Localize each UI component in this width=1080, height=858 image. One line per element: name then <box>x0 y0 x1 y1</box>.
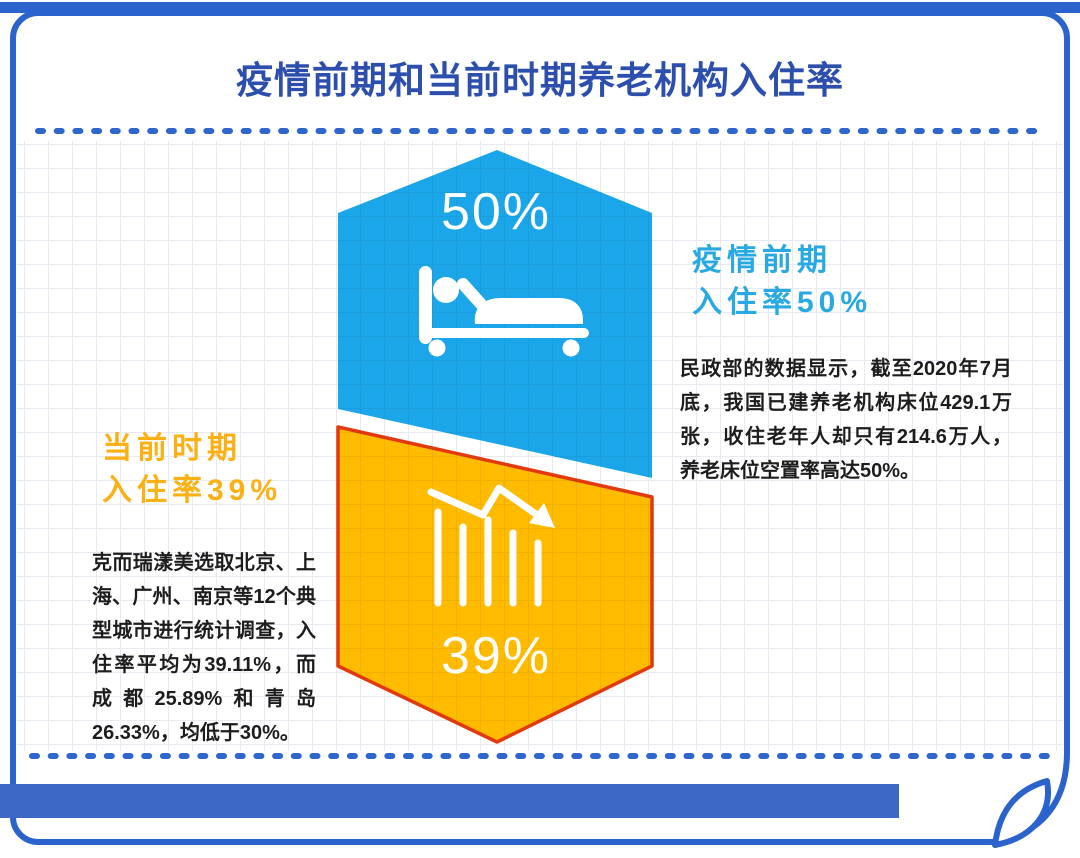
current-period-hexagon <box>336 425 654 744</box>
body-line: 民政部的数据显示，截至2020年7月 <box>680 358 1012 380</box>
current-period-value: 39% <box>440 627 552 685</box>
body-line: 克而瑞漾美选取北京、上 <box>92 552 316 574</box>
pre-pandemic-heading-line2: 入住率50% <box>692 286 873 319</box>
pre-pandemic-heading: 疫情前期 入住率50% <box>692 240 872 324</box>
current-period-heading: 当前时期 入住率39% <box>102 428 282 512</box>
current-period-body: 克而瑞漾美选取北京、上 海、广州、南京等12个典 型城市进行统计调查，入 住率平… <box>92 546 316 750</box>
body-line: 海、广州、南京等12个典 <box>92 586 316 608</box>
top-edge-strip <box>0 2 1080 13</box>
body-line: 住率平均为39.11%，而 <box>92 654 316 676</box>
body-line: 26.33%，均低于30%。 <box>92 722 300 744</box>
body-line: 养老床位空置率高达50%。 <box>680 460 921 482</box>
patient-in-bed-icon <box>419 266 589 357</box>
pre-pandemic-body: 民政部的数据显示，截至2020年7月 底，我国已建养老机构床位429.1万 张，… <box>680 352 1012 488</box>
page-curl-icon <box>992 778 1051 848</box>
body-line: 型城市进行统计调查，入 <box>92 620 316 642</box>
arrow-head <box>529 503 555 528</box>
pre-pandemic-value: 50% <box>440 183 552 241</box>
body-line: 张，收住老年人却只有214.6万人， <box>680 426 1012 448</box>
body-line: 成都25.89%和青岛 <box>92 688 316 710</box>
current-period-heading-line2: 入住率39% <box>102 474 283 507</box>
page-title: 疫情前期和当前时期养老机构入住率 <box>236 60 844 101</box>
declining-bar-chart-icon <box>427 484 555 607</box>
body-line: 底，我国已建养老机构床位429.1万 <box>680 392 1012 414</box>
pre-pandemic-heading-line1: 疫情前期 <box>692 244 832 277</box>
bottom-accent-bar <box>0 784 899 818</box>
current-period-heading-line1: 当前时期 <box>102 432 242 465</box>
